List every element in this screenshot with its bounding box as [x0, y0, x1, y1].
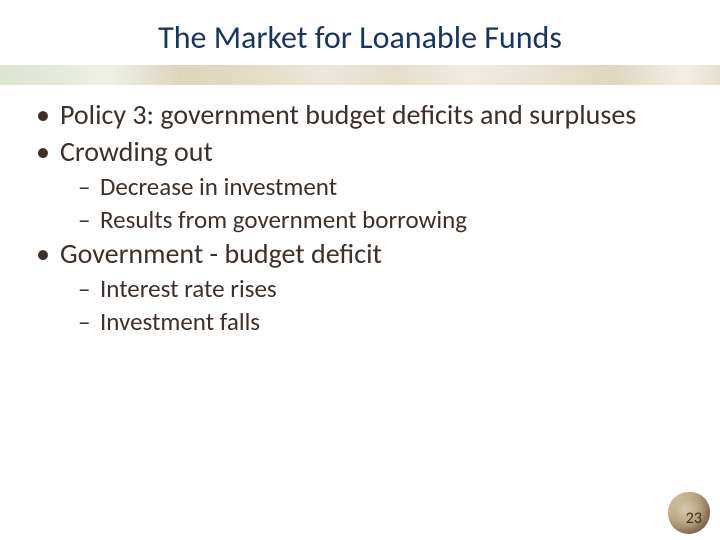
bullet-text: Government - budget deficit — [60, 236, 690, 271]
dash-marker: – — [78, 273, 100, 306]
dash-marker: – — [78, 306, 100, 339]
dash-marker: – — [78, 204, 100, 237]
bullet-item: • Policy 3: government budget deficits a… — [30, 97, 690, 132]
decorative-banner — [0, 65, 720, 85]
slide-container: The Market for Loanable Funds • Policy 3… — [0, 0, 720, 540]
page-number: 23 — [686, 509, 702, 528]
sub-bullet-item: – Investment falls — [30, 306, 690, 339]
bullet-text: Investment falls — [100, 306, 690, 339]
sub-bullet-item: – Interest rate rises — [30, 273, 690, 306]
bullet-text: Crowding out — [60, 134, 690, 169]
bullet-item: • Crowding out — [30, 134, 690, 169]
bullet-text: Interest rate rises — [100, 273, 690, 306]
bullet-text: Results from government borrowing — [100, 204, 690, 237]
slide-content: • Policy 3: government budget deficits a… — [0, 89, 720, 338]
bullet-item: • Government - budget deficit — [30, 236, 690, 271]
bullet-marker: • — [30, 236, 60, 271]
sub-bullet-item: – Results from government borrowing — [30, 204, 690, 237]
bullet-text: Decrease in investment — [100, 171, 690, 204]
bullet-marker: • — [30, 97, 60, 132]
sub-bullet-item: – Decrease in investment — [30, 171, 690, 204]
dash-marker: – — [78, 171, 100, 204]
bullet-text: Policy 3: government budget deficits and… — [60, 97, 690, 132]
bullet-marker: • — [30, 134, 60, 169]
slide-title: The Market for Loanable Funds — [0, 0, 720, 65]
